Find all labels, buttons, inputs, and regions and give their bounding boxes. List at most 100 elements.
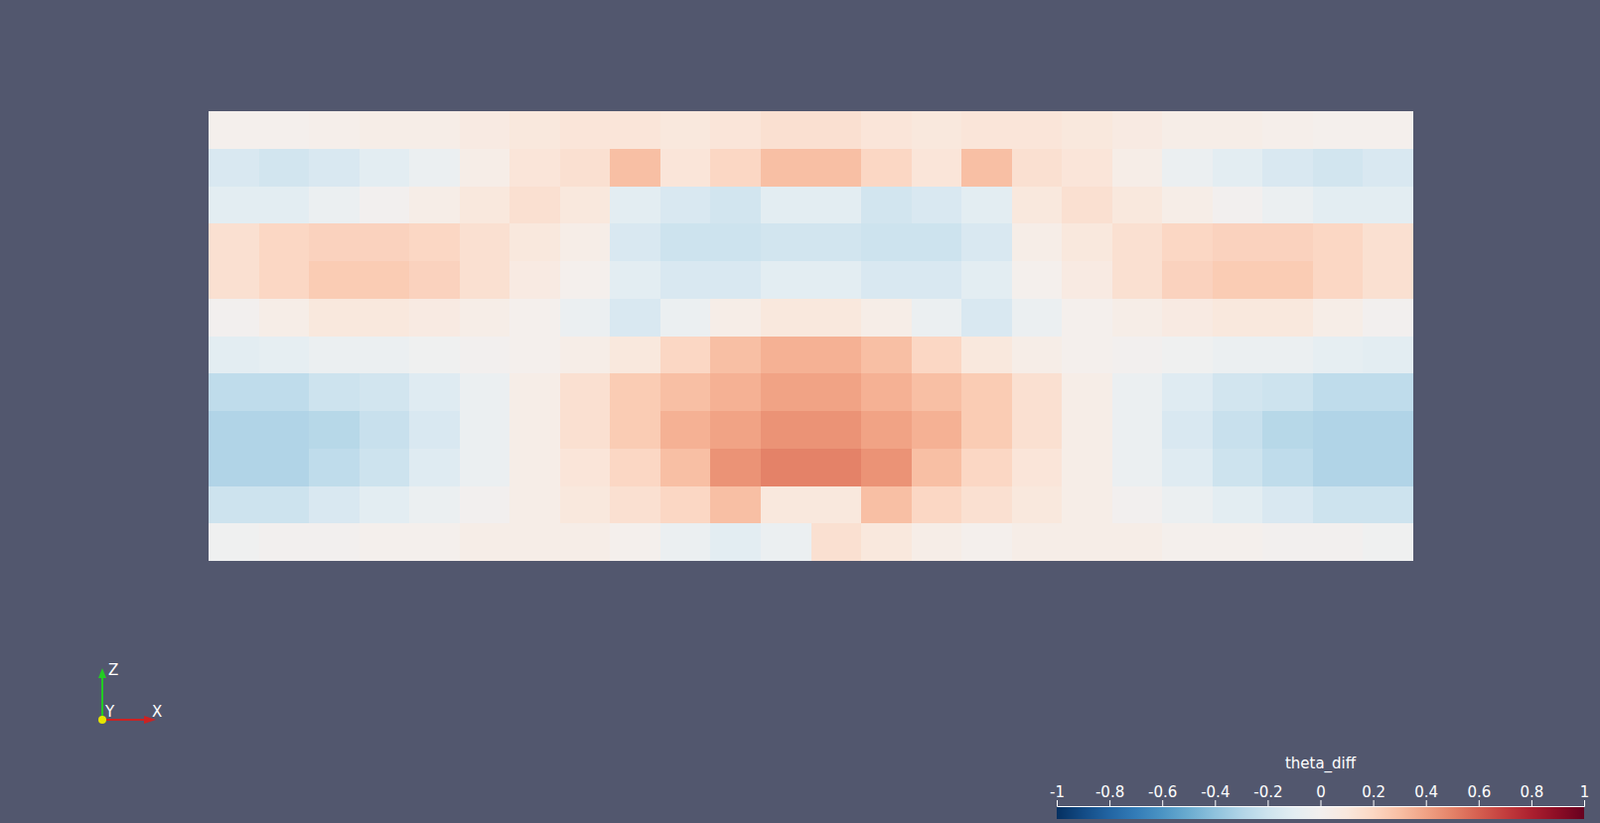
heatmap-cell bbox=[811, 223, 863, 262]
heatmap-cell bbox=[1112, 261, 1164, 299]
heatmap-cell bbox=[259, 111, 310, 149]
heatmap-cell bbox=[660, 486, 712, 525]
heatmap-cell bbox=[308, 261, 360, 299]
heatmap-cell bbox=[259, 448, 310, 487]
heatmap-cell bbox=[208, 261, 260, 299]
heatmap-cell bbox=[459, 298, 511, 337]
heatmap-cell bbox=[509, 261, 561, 299]
heatmap-cell bbox=[1112, 186, 1164, 225]
heatmap-cell bbox=[1362, 261, 1414, 299]
heatmap-cell bbox=[1312, 223, 1364, 262]
heatmap-cell bbox=[509, 411, 561, 449]
heatmap-cell bbox=[1012, 186, 1063, 225]
heatmap-cell bbox=[1012, 373, 1063, 412]
heatmap-cell bbox=[1312, 373, 1364, 412]
heatmap-cell bbox=[1262, 523, 1313, 562]
triad-z-axis bbox=[101, 672, 104, 721]
heatmap-cell bbox=[911, 261, 963, 299]
heatmap-cell bbox=[760, 448, 812, 487]
heatmap-cell bbox=[1061, 373, 1113, 412]
heatmap-cell bbox=[660, 373, 712, 412]
heatmap-cell bbox=[308, 486, 360, 525]
heatmap-cell bbox=[560, 373, 611, 412]
heatmap-cell bbox=[409, 486, 460, 525]
heatmap-cell bbox=[1162, 336, 1213, 375]
heatmap-cell bbox=[811, 523, 863, 562]
heatmap-cell bbox=[409, 186, 460, 225]
heatmap-cell bbox=[409, 298, 460, 337]
heatmap-cell bbox=[710, 111, 761, 149]
heatmap-cell bbox=[308, 411, 360, 449]
heatmap-cell bbox=[509, 523, 561, 562]
heatmap-cell bbox=[961, 223, 1013, 262]
heatmap-cell bbox=[509, 298, 561, 337]
heatmap-cell bbox=[861, 186, 912, 225]
heatmap-cell bbox=[459, 148, 511, 187]
heatmap-cell bbox=[359, 523, 411, 562]
heatmap-cell bbox=[259, 336, 310, 375]
heatmap-cell bbox=[1212, 111, 1264, 149]
heatmap-cell bbox=[1262, 448, 1313, 487]
colorbar: -1-0.8-0.6-0.4-0.200.20.40.60.81theta_di… bbox=[1049, 754, 1590, 820]
heatmap-cell bbox=[1112, 411, 1164, 449]
heatmap-cell bbox=[1262, 298, 1313, 337]
heatmap-cell bbox=[1312, 261, 1364, 299]
heatmap-cell bbox=[560, 111, 611, 149]
heatmap-cell bbox=[660, 148, 712, 187]
heatmap-cell bbox=[1061, 486, 1113, 525]
heatmap-cell bbox=[861, 111, 912, 149]
heatmap-cell bbox=[760, 486, 812, 525]
heatmap-cell bbox=[911, 336, 963, 375]
heatmap-cell bbox=[1212, 373, 1264, 412]
heatmap-cell bbox=[1012, 261, 1063, 299]
heatmap-cell bbox=[1362, 486, 1414, 525]
heatmap-cell bbox=[409, 411, 460, 449]
heatmap-cell bbox=[660, 186, 712, 225]
heatmap-cell bbox=[359, 148, 411, 187]
heatmap-cell bbox=[259, 148, 310, 187]
heatmap-cell bbox=[760, 523, 812, 562]
heatmap-cell bbox=[459, 223, 511, 262]
heatmap-cell bbox=[609, 373, 661, 412]
heatmap-cell bbox=[259, 411, 310, 449]
heatmap-cell bbox=[1312, 186, 1364, 225]
heatmap-cell bbox=[1061, 261, 1113, 299]
heatmap-cell bbox=[1061, 111, 1113, 149]
heatmap-cell bbox=[1112, 523, 1164, 562]
heatmap-cell bbox=[961, 298, 1013, 337]
heatmap-cell bbox=[359, 486, 411, 525]
heatmap-cell bbox=[961, 523, 1013, 562]
heatmap-cell bbox=[760, 373, 812, 412]
heatmap-cell bbox=[710, 448, 761, 487]
heatmap-cell bbox=[861, 411, 912, 449]
heatmap-cell bbox=[660, 336, 712, 375]
heatmap-cell bbox=[409, 448, 460, 487]
heatmap-cell bbox=[911, 448, 963, 487]
triad-label: Y bbox=[104, 703, 116, 722]
heatmap-cell bbox=[409, 223, 460, 262]
heatmap-cell bbox=[359, 186, 411, 225]
heatmap-cell bbox=[1312, 448, 1364, 487]
heatmap-cell bbox=[710, 223, 761, 262]
heatmap-cell bbox=[1162, 448, 1213, 487]
heatmap-cell bbox=[811, 486, 863, 525]
heatmap-cell bbox=[660, 411, 712, 449]
heatmap-cell bbox=[710, 336, 761, 375]
heatmap-cell bbox=[1212, 298, 1264, 337]
heatmap-cell bbox=[1312, 411, 1364, 449]
heatmap-cell bbox=[509, 111, 561, 149]
heatmap-cell bbox=[961, 261, 1013, 299]
heatmap-cell bbox=[1162, 523, 1213, 562]
heatmap-cell bbox=[811, 261, 863, 299]
heatmap-cell bbox=[1112, 448, 1164, 487]
heatmap-cell bbox=[409, 373, 460, 412]
heatmap-cell bbox=[459, 486, 511, 525]
colorbar-title: theta_diff bbox=[1285, 754, 1357, 774]
heatmap-cell bbox=[1212, 148, 1264, 187]
heatmap-cell bbox=[911, 148, 963, 187]
heatmap-cell bbox=[1362, 448, 1414, 487]
heatmap-cell bbox=[1112, 111, 1164, 149]
heatmap-cell bbox=[308, 186, 360, 225]
heatmap-cell bbox=[308, 523, 360, 562]
heatmap-cell bbox=[961, 148, 1013, 187]
